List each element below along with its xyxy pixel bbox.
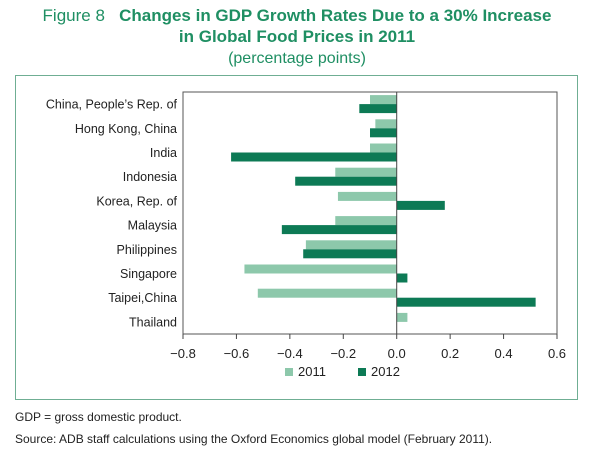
category-label: Malaysia [128, 219, 177, 233]
legend-label: 2011 [298, 364, 326, 379]
category-label: India [150, 146, 177, 160]
bar-2011 [337, 191, 397, 201]
bar-2011 [370, 143, 397, 153]
bar-2011 [305, 240, 397, 250]
category-label: China, People’s Rep. of [46, 98, 178, 112]
bar-2011 [244, 264, 397, 274]
chart-title-line-2: in Global Food Prices in 2011 [178, 27, 416, 46]
bar-2012 [295, 176, 397, 186]
chart-title-line-1: Figure 8 Changes in GDP Growth Rates Due… [0, 6, 594, 26]
bar-2012 [359, 104, 397, 114]
chart-title: Changes in GDP Growth Rates Due to a 30%… [119, 6, 552, 25]
x-tick-label: −0.4 [277, 346, 303, 361]
category-label: Singapore [120, 267, 177, 281]
bar-2011 [257, 288, 397, 298]
source-note: Source: ADB staff calculations using the… [15, 432, 493, 446]
bar-2012 [370, 128, 397, 138]
bar-2012 [281, 225, 397, 235]
bar-2012 [231, 152, 397, 162]
chart-frame [15, 75, 578, 400]
x-tick-label: −0.6 [224, 346, 250, 361]
plot-area [182, 91, 558, 335]
category-label: Taipei,China [108, 291, 177, 305]
bar-2012 [396, 273, 408, 283]
bar-chart: China, People’s Rep. of Hong Kong, China I… [46, 91, 566, 379]
abbreviation-note: GDP = gross domestic product. [15, 410, 182, 424]
category-label: Thailand [129, 315, 177, 329]
category-label: Philippines [117, 243, 177, 257]
legend-swatch-2012 [358, 368, 366, 376]
bar-2011 [335, 216, 397, 226]
x-tick-label: −0.8 [170, 346, 196, 361]
x-tick-label: 0.6 [548, 346, 566, 361]
category-label: Korea, Rep. of [96, 194, 177, 208]
bar-2011 [335, 167, 397, 177]
legend-swatch-2011 [285, 368, 293, 376]
x-tick-label: −0.2 [330, 346, 356, 361]
bar-2012 [396, 200, 445, 210]
category-label: Hong Kong, China [75, 122, 177, 136]
bar-2011 [370, 95, 397, 105]
legend-label: 2012 [371, 364, 400, 379]
figure-label: Figure 8 [42, 6, 105, 25]
chart-subtitle: (percentage points) [228, 50, 366, 67]
bar-2011 [375, 119, 397, 129]
bar-2012 [303, 249, 397, 259]
x-tick-label: 0.0 [388, 346, 406, 361]
category-label: Indonesia [123, 170, 177, 184]
x-tick-label: 0.4 [495, 346, 513, 361]
bar-2011 [396, 312, 408, 322]
x-tick-label: 0.2 [441, 346, 459, 361]
bar-2012 [396, 297, 536, 307]
